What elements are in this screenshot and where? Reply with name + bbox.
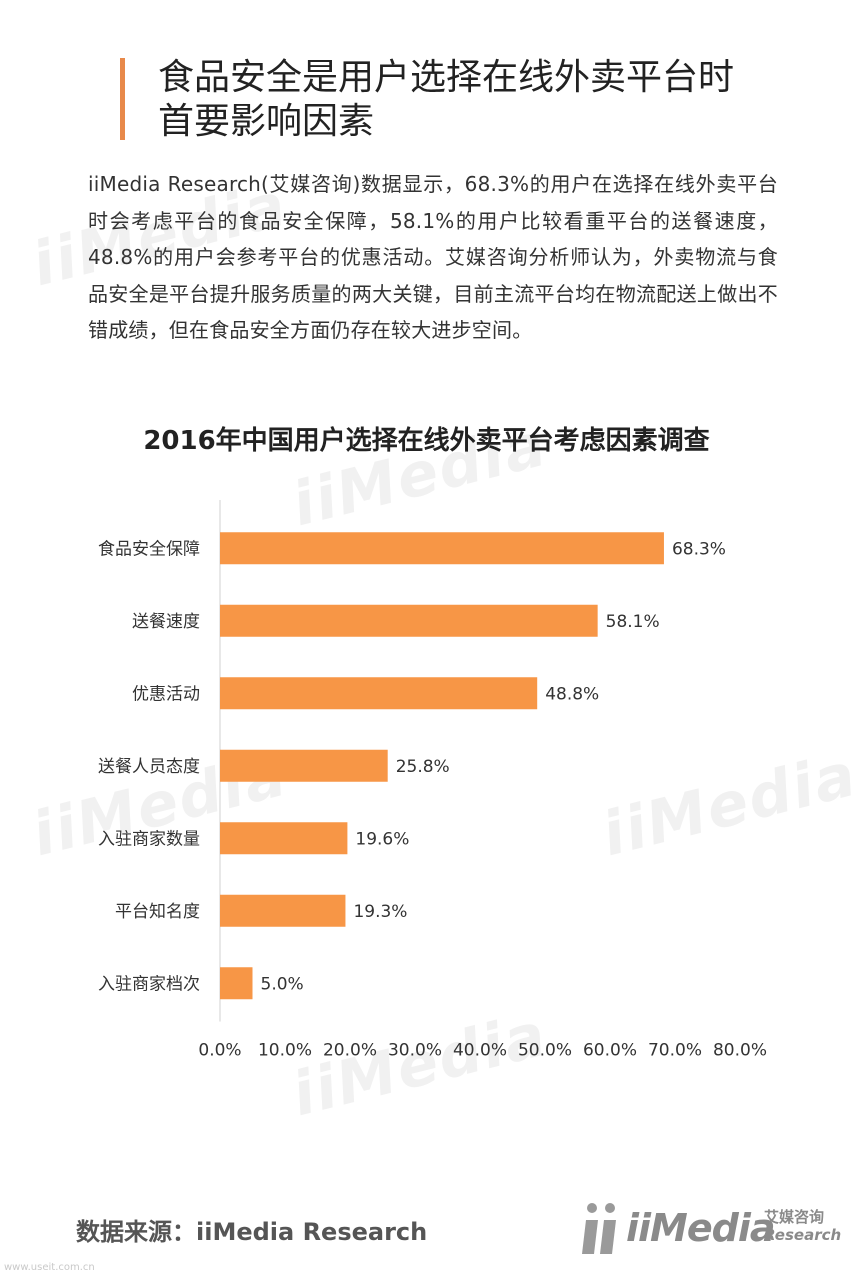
intro-paragraph: iiMedia Research(艾媒咨询)数据显示，68.3%的用户在选择在线…: [88, 172, 778, 342]
x-tick-label: 20.0%: [323, 1041, 377, 1061]
category-label: 入驻商家数量: [98, 829, 200, 849]
x-tick-label: 80.0%: [713, 1041, 767, 1061]
chart-title: 2016年中国用户选择在线外卖平台考虑因素调查: [143, 426, 710, 456]
bar: [220, 822, 348, 855]
data-label: 19.6%: [355, 829, 409, 849]
brand-name: iiMedia: [626, 1206, 776, 1250]
brand-logo: iiMedia 艾媒咨询 Research: [582, 1196, 841, 1262]
brand-mark-icon: [582, 1203, 616, 1254]
x-tick-label: 10.0%: [258, 1041, 312, 1061]
x-tick-label: 40.0%: [453, 1041, 507, 1061]
data-source: 数据来源：iiMedia Research: [76, 1218, 428, 1246]
data-label: 48.8%: [545, 684, 599, 704]
category-label: 优惠活动: [132, 684, 200, 704]
category-label: 入驻商家档次: [98, 974, 200, 994]
page-title-line1: 食品安全是用户选择在线外卖平台时: [158, 57, 735, 98]
x-tick-label: 70.0%: [648, 1041, 702, 1061]
x-tick-label: 50.0%: [518, 1041, 572, 1061]
data-label: 5.0%: [261, 974, 304, 994]
bar: [220, 677, 538, 710]
brand-name-cn: 艾媒咨询: [764, 1208, 825, 1226]
category-label: 送餐速度: [132, 612, 200, 632]
data-label: 58.1%: [606, 612, 660, 632]
x-tick-label: 0.0%: [198, 1041, 241, 1061]
data-label: 25.8%: [396, 757, 450, 777]
page-title: 食品安全是用户选择在线外卖平台时 首要影响因素: [158, 56, 818, 144]
category-label: 送餐人员态度: [98, 757, 200, 777]
site-watermark: www.useit.com.cn: [4, 1262, 95, 1273]
category-label: 平台知名度: [115, 902, 200, 922]
bar: [220, 749, 388, 782]
x-tick-label: 30.0%: [388, 1041, 442, 1061]
title-accent-bar: [120, 58, 125, 140]
bar: [220, 967, 253, 1000]
bar: [220, 532, 664, 565]
brand-name-en: Research: [764, 1226, 842, 1244]
data-label: 68.3%: [672, 539, 726, 559]
bar: [220, 894, 346, 927]
x-tick-label: 60.0%: [583, 1041, 637, 1061]
category-label: 食品安全保障: [98, 539, 200, 559]
page-title-line2: 首要影响因素: [158, 101, 375, 142]
bar: [220, 604, 598, 637]
data-label: 19.3%: [353, 902, 407, 922]
